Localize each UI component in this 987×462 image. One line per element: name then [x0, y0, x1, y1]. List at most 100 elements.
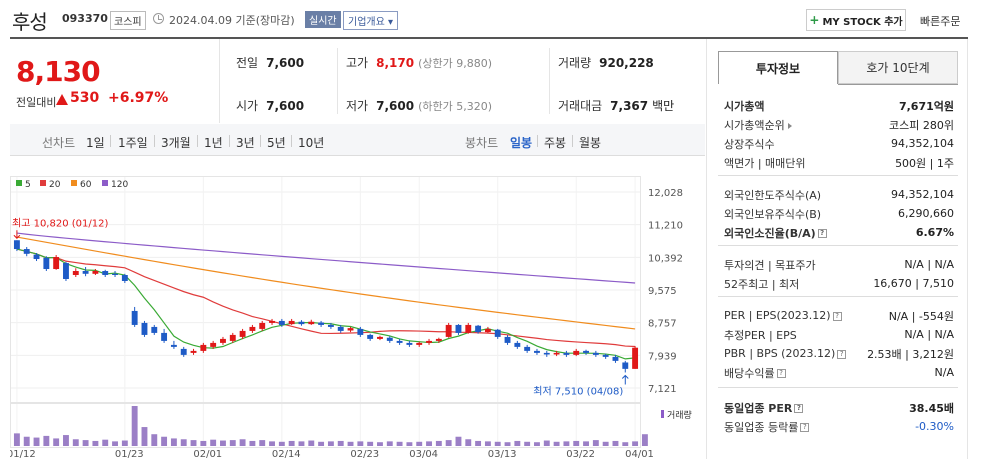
candle-weekly[interactable]: 주봉: [544, 136, 567, 150]
candle: [308, 321, 315, 325]
y-tick-label: 9,575: [648, 286, 677, 297]
candle: [112, 273, 118, 276]
invest-row: 시가총액 7,671억원: [724, 96, 954, 115]
volume-legend-swatch: [661, 410, 664, 418]
help-icon[interactable]: ?: [837, 349, 847, 359]
volume-bar: [327, 441, 334, 446]
invest-row-value: N/A | N/A: [904, 258, 954, 271]
candle: [269, 320, 275, 323]
volume-bar: [641, 434, 648, 446]
help-icon[interactable]: ?: [794, 404, 804, 413]
market-badge: 코스피: [110, 11, 146, 30]
divider: [337, 48, 338, 114]
volume-bar: [121, 440, 128, 446]
volume-bar: [102, 439, 109, 446]
candle-chart-label: 봉차트: [465, 136, 499, 150]
tab-orderbook[interactable]: 호가 10단계: [838, 51, 958, 84]
add-mystock-label: MY STOCK 추가: [822, 16, 903, 28]
company-overview-dropdown[interactable]: 기업개요 ▾: [343, 11, 399, 30]
volume-bar: [200, 440, 207, 446]
candle-monthly[interactable]: 월봉: [579, 136, 602, 150]
volume-bar: [357, 441, 364, 446]
lower-limit: (하한가 5,320): [418, 100, 492, 113]
y-tick-label: 8,757: [648, 319, 677, 330]
invest-row: 상장주식수 94,352,104: [724, 134, 954, 153]
volume-bar: [337, 440, 344, 446]
open-value: 7,600: [266, 99, 305, 113]
volume-bar: [33, 437, 40, 446]
arrow-right-icon[interactable]: [787, 122, 792, 129]
invest-row: 시가총액순위 코스피 280위: [724, 115, 954, 134]
candle: [102, 271, 109, 276]
legend-swatch: [71, 180, 77, 186]
period-1y[interactable]: 1년: [204, 136, 223, 150]
help-icon[interactable]: ?: [776, 369, 786, 378]
invest-row-label: 배당수익률: [724, 366, 775, 380]
invest-row-label: 동일업종 PER: [724, 401, 793, 415]
chevron-down-icon: ▾: [388, 17, 394, 28]
period-3y[interactable]: 3년: [236, 136, 255, 150]
candle: [494, 329, 501, 337]
low-value: 7,600: [376, 99, 415, 113]
invest-row-label: 시가총액순위: [724, 118, 785, 132]
invest-row-value: 7,671억원: [898, 99, 954, 113]
legend-label: 60: [80, 180, 92, 190]
quick-order-button[interactable]: 빠른주문: [920, 15, 961, 28]
candle: [396, 340, 403, 343]
help-icon[interactable]: ?: [800, 423, 810, 432]
invest-row-value: 38.45배: [909, 401, 954, 415]
volume-bar: [347, 441, 354, 446]
volume-bar: [180, 439, 187, 446]
invest-row: 액면가 | 매매단위 500원 | 1주: [724, 153, 954, 172]
up-triangle-icon: [56, 94, 68, 105]
help-icon[interactable]: ?: [832, 311, 842, 321]
invest-row-value: N/A | -554원: [888, 309, 954, 323]
candle-daily[interactable]: 일봉: [510, 136, 533, 150]
prev-value: 7,600: [266, 56, 305, 70]
period-1w[interactable]: 1주일: [118, 136, 148, 150]
candle: [435, 338, 442, 341]
volume-bar: [612, 440, 619, 446]
volume-bar: [445, 440, 452, 446]
realtime-button[interactable]: 실시간: [305, 11, 341, 28]
candle: [337, 326, 344, 331]
tab-invest-info[interactable]: 투자정보: [718, 51, 838, 84]
period-3m[interactable]: 3개월: [161, 136, 191, 150]
candle: [377, 336, 383, 339]
header-divider: [10, 37, 968, 39]
candle: [170, 344, 177, 347]
help-icon[interactable]: ?: [817, 229, 827, 238]
candle: [92, 271, 99, 274]
candle: [288, 320, 295, 325]
candle: [455, 324, 462, 333]
price-chart[interactable]: 12,028 11,210 10,392 9,575 8,757 7,939 7,121 01…: [7, 156, 705, 460]
divider: [110, 135, 111, 147]
volume-bar: [239, 439, 246, 446]
invest-row-label: 상장주식수: [724, 137, 775, 151]
candle: [514, 342, 521, 347]
candle: [484, 328, 491, 333]
period-5y[interactable]: 5년: [267, 136, 286, 150]
period-10y[interactable]: 10년: [298, 136, 325, 150]
candle: [632, 347, 639, 369]
invest-row: 외국인소진율(B/A)? 6.67%: [724, 223, 954, 242]
upper-limit: (상한가 9,880): [418, 57, 492, 70]
x-tick-label: 02/23: [350, 449, 379, 459]
add-mystock-button[interactable]: + MY STOCK 추가: [806, 9, 906, 31]
y-tick-label: 10,392: [648, 253, 683, 264]
volume-bar: [259, 440, 266, 446]
y-tick-label: 12,028: [648, 188, 683, 199]
volume-bar: [426, 441, 432, 446]
open-label: 시가: [236, 99, 259, 113]
invest-row-label: 외국인보유주식수(B): [724, 207, 822, 221]
y-tick-label: 7,121: [648, 384, 677, 395]
volume-bar: [465, 439, 472, 446]
candle: [161, 332, 168, 341]
invest-row-value: 500원 | 1주: [895, 156, 954, 170]
candle: [504, 336, 511, 343]
high-value: 8,170: [376, 56, 415, 70]
x-tick-label: 02/14: [272, 449, 301, 459]
period-1d[interactable]: 1일: [86, 136, 105, 150]
clock-icon: [153, 13, 164, 24]
invest-row-label: 외국인한도주식수(A): [724, 188, 822, 202]
